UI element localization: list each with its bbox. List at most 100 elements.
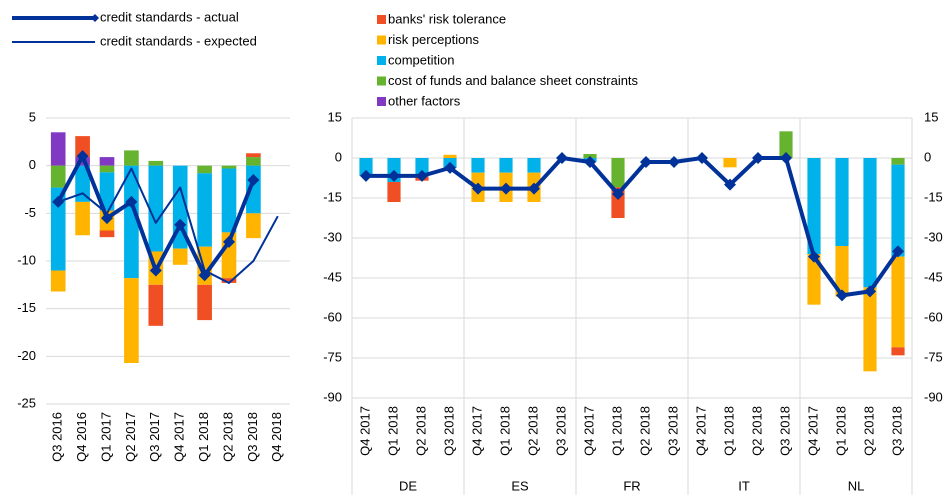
bar [807, 254, 821, 305]
bar [863, 287, 877, 372]
bar [221, 278, 237, 283]
bar [197, 173, 212, 247]
legend-label: other factors [388, 93, 461, 108]
marker [472, 182, 484, 195]
bar [611, 158, 625, 188]
marker [752, 152, 764, 164]
bar [172, 248, 188, 265]
bar [99, 165, 115, 173]
x-tick-label: Q2 2017 [123, 412, 138, 462]
legend-swatch [377, 97, 386, 106]
bar [807, 158, 821, 254]
y-tick-label: -5 [24, 205, 36, 220]
bar [50, 165, 66, 188]
bar [99, 230, 115, 238]
legend-label: credit standards - actual [100, 9, 239, 24]
x-tick-label: Q4 2017 [357, 406, 372, 456]
y-tick-label: -20 [17, 348, 36, 363]
marker [892, 245, 904, 258]
y-tick-label: -15 [323, 189, 342, 204]
legend-label: cost of funds and balance sheet constrai… [388, 73, 639, 88]
x-tick-label: Q2 2018 [749, 406, 764, 456]
x-tick-label: Q4 2017 [693, 406, 708, 456]
bar [527, 158, 541, 173]
bar [197, 284, 212, 321]
y-tick-label: -90 [323, 389, 342, 404]
bar [471, 158, 485, 173]
marker [223, 235, 235, 248]
y-tick-label: -15 [17, 300, 36, 315]
x-tick-label: Q3 2018 [665, 406, 680, 456]
marker [528, 182, 540, 195]
bar [50, 132, 66, 166]
y-tick-label: -60 [323, 309, 342, 324]
y-tick-label: -30 [323, 229, 342, 244]
bar [387, 182, 401, 202]
marker [836, 289, 848, 302]
marker [360, 169, 372, 182]
line [366, 156, 900, 298]
x-tick-label: Q3 2017 [147, 412, 162, 462]
marker [247, 173, 260, 186]
x-tick-label: Q1 2017 [98, 412, 113, 462]
bar [246, 165, 261, 214]
y2-tick-label: -75 [924, 349, 943, 364]
x-tick-label: Q3 2018 [553, 406, 568, 456]
marker [416, 169, 428, 182]
legend-label: competition [388, 52, 454, 67]
group-label: NL [848, 478, 865, 493]
marker [640, 156, 652, 168]
x-tick-label: Q1 2018 [833, 406, 848, 456]
x-tick-label: Q4 2018 [269, 412, 284, 462]
y-tick-label: 0 [29, 157, 36, 172]
x-tick-label: Q4 2017 [805, 406, 820, 456]
marker [444, 161, 456, 174]
bar [891, 347, 905, 356]
bar [124, 165, 139, 279]
bar [124, 150, 139, 166]
legend-swatch [377, 15, 386, 24]
line [57, 167, 279, 284]
x-tick-label: Q1 2018 [609, 406, 624, 456]
bar [99, 172, 115, 211]
legend-swatch [377, 35, 386, 45]
y-tick-label: 0 [335, 149, 342, 164]
marker [696, 152, 708, 164]
x-tick-label: Q1 2018 [385, 406, 400, 456]
x-tick-label: Q1 2018 [196, 412, 211, 462]
x-tick-label: Q1 2018 [497, 406, 512, 456]
group-label: IT [738, 478, 750, 493]
legend-swatch [377, 56, 386, 65]
legend-label: risk perceptions [388, 32, 480, 47]
legend-swatch [377, 76, 386, 86]
bar [723, 158, 737, 168]
bar [359, 158, 373, 176]
bar [75, 201, 90, 236]
x-tick-label: Q2 2018 [861, 406, 876, 456]
bar [835, 158, 849, 246]
marker [52, 195, 65, 208]
bar [443, 154, 457, 158]
x-tick-label: Q2 2018 [525, 406, 540, 456]
y2-tick-label: -15 [924, 189, 943, 204]
x-tick-label: Q3 2016 [50, 412, 65, 462]
y2-tick-label: -30 [924, 229, 943, 244]
y-tick-label: -10 [17, 252, 36, 267]
y2-tick-label: -45 [924, 269, 943, 284]
x-tick-label: Q1 2018 [721, 406, 736, 456]
marker [724, 178, 736, 191]
y2-tick-label: 0 [924, 149, 931, 164]
marker [808, 250, 820, 263]
group-label: FR [623, 478, 640, 493]
marker [864, 285, 876, 298]
group-label: DE [399, 478, 417, 493]
x-tick-label: Q4 2017 [469, 406, 484, 456]
bar [499, 158, 513, 173]
bar [891, 164, 905, 257]
bar [50, 187, 66, 271]
x-tick-label: Q3 2018 [441, 406, 456, 456]
x-tick-label: Q3 2018 [245, 412, 260, 462]
x-tick-label: Q2 2018 [220, 412, 235, 462]
legend-marker [91, 14, 99, 22]
